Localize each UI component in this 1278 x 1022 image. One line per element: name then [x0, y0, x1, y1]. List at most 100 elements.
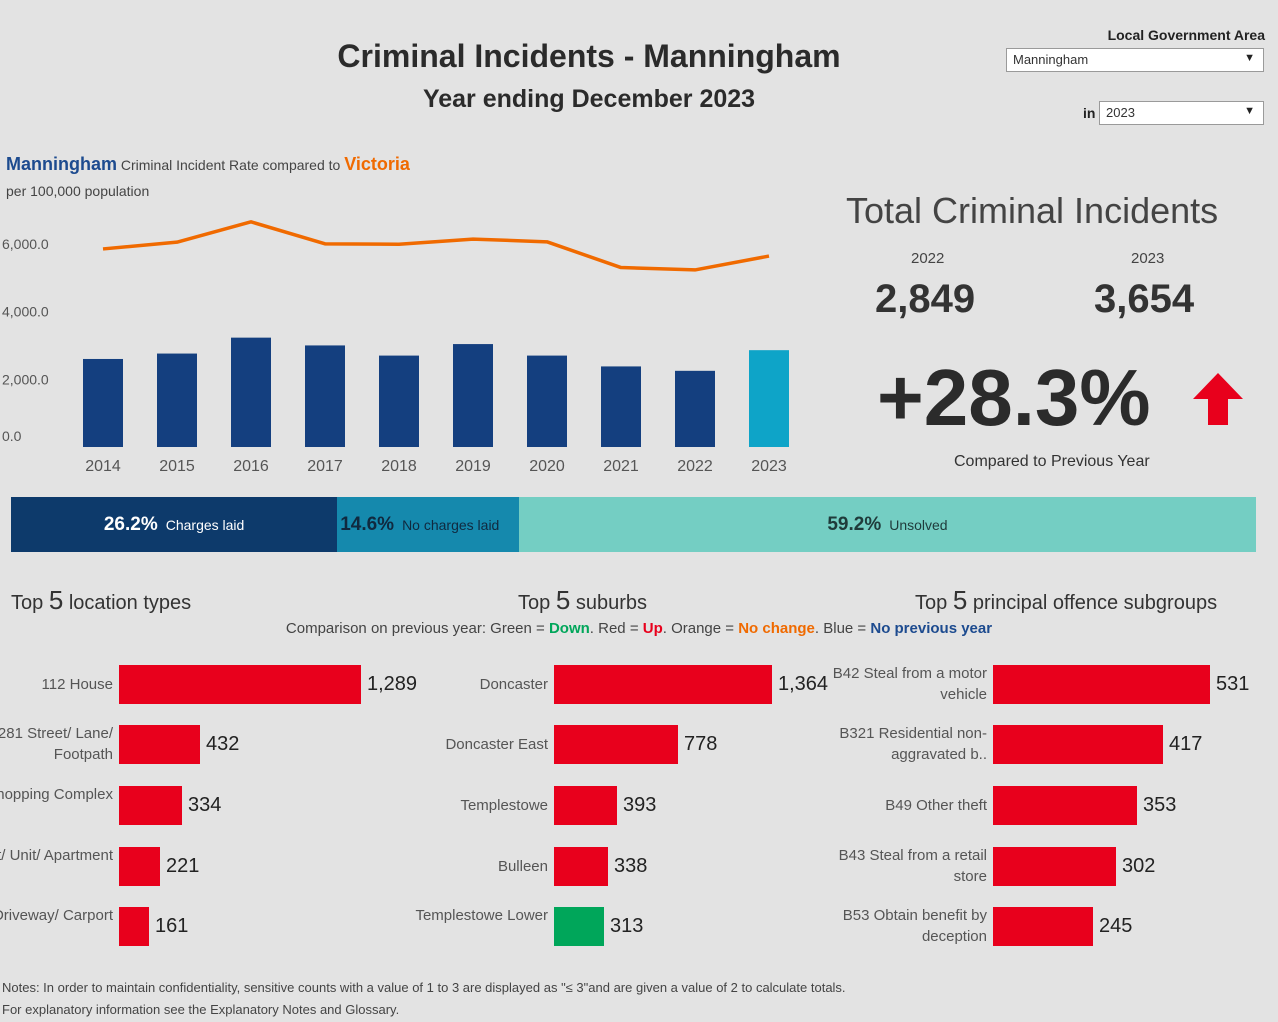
suburb-bar[interactable] [554, 907, 604, 946]
suburb-value: 778 [684, 733, 718, 755]
header-prefix: Top [11, 592, 44, 614]
header-prefix: Top [518, 592, 551, 614]
legend-down: Down [548, 620, 590, 637]
suburb-label: Bulleen [497, 857, 548, 875]
offence-bar[interactable] [993, 847, 1116, 886]
curr-year-total: 3,654 [1094, 277, 1195, 321]
outcome-percent: 26.2% [103, 513, 158, 535]
x-tick-label: 2016 [233, 458, 269, 475]
y-tick-label: 0.0 [2, 428, 22, 444]
suburb-label: Doncaster [479, 675, 548, 693]
rate-bar[interactable] [527, 355, 567, 447]
y-tick-label: 2,000.0 [2, 371, 49, 387]
lga-select-value: Manningham [1013, 52, 1089, 67]
suburb-bar[interactable] [554, 847, 608, 886]
header-suffix: location types [68, 592, 192, 614]
rate-bar[interactable] [601, 366, 641, 447]
page-title: Criminal Incidents - Manningham [337, 38, 841, 74]
y-tick-label: 4,000.0 [2, 304, 49, 320]
location-bar[interactable] [119, 725, 200, 764]
dropdown-arrow-icon: ▼ [1244, 105, 1255, 117]
outcome-percent: 59.2% [827, 513, 882, 535]
suburb-value: 338 [614, 855, 648, 877]
location-label: 138 Driveway/ Carport [0, 907, 113, 924]
dropdown-arrow-icon: ▼ [1244, 52, 1255, 64]
offence-bar[interactable] [993, 725, 1163, 764]
rate-bar[interactable] [379, 355, 419, 447]
total-incidents-title: Total Criminal Incidents [846, 190, 1219, 231]
location-value: 221 [166, 855, 200, 877]
rate-bar[interactable] [749, 350, 789, 447]
page-subtitle: Year ending December 2023 [422, 85, 756, 113]
rate-chart-heading: Manningham Criminal Incident Rate compar… [6, 154, 410, 175]
header-count: 5 [952, 585, 968, 615]
legend-text: . Red = [589, 620, 643, 637]
suburb-bar[interactable] [554, 665, 772, 704]
percent-change: +28.3% [877, 353, 1151, 442]
offence-bar[interactable] [993, 665, 1210, 704]
legend-text: . Blue = [814, 620, 871, 637]
location-bar[interactable] [119, 907, 149, 946]
footnote-explanatory: For explanatory information see the Expl… [2, 1002, 400, 1017]
suburb-value: 393 [623, 794, 657, 816]
rate-bar[interactable] [83, 358, 123, 447]
suburb-label: Templestowe Lower [415, 907, 548, 924]
suburb-label: Doncaster East [445, 735, 548, 753]
rate-heading-middle: Criminal Incident Rate compared to [120, 157, 341, 173]
location-bar[interactable] [119, 786, 182, 825]
rate-bar[interactable] [305, 345, 345, 447]
outcome-percent: 14.6% [340, 513, 395, 535]
x-tick-label: 2022 [677, 458, 713, 475]
location-label: 111 Flat/ Unit/ Apartment [0, 847, 113, 864]
rate-area-name: Manningham [6, 154, 117, 174]
location-value: 1,289 [367, 673, 418, 695]
header-count: 5 [555, 585, 571, 615]
location-label: 281 Street/ Lane/ Footpath [0, 725, 113, 763]
outcome-label: Unsolved [889, 516, 948, 533]
suburb-value: 1,364 [778, 673, 829, 695]
header-prefix: Top [915, 592, 948, 614]
offence-value: 531 [1216, 673, 1250, 695]
suburb-value: 313 [610, 915, 644, 937]
location-bar[interactable] [119, 847, 160, 886]
offence-label: B49 Other theft [885, 796, 987, 814]
prev-year-total: 2,849 [875, 277, 976, 321]
lga-filter-label: Local Government Area [1107, 27, 1265, 43]
offence-bar[interactable] [993, 786, 1137, 825]
location-label: 337 Shopping Complex [0, 786, 113, 803]
outcome-segment[interactable]: 14.6% No charges laid [337, 497, 519, 552]
offence-value: 245 [1099, 915, 1133, 937]
x-tick-label: 2015 [159, 458, 195, 475]
outcome-strip: 26.2% Charges laid 14.6% No charges laid 59.… [11, 497, 1256, 552]
location-bar[interactable] [119, 665, 361, 704]
rate-bar[interactable] [231, 337, 271, 447]
x-tick-label: 2018 [381, 458, 417, 475]
offence-label: B43 Steal from a retail store [838, 847, 987, 885]
footnotes: Notes: In order to maintain confidential… [2, 977, 846, 1021]
rate-bar[interactable] [157, 353, 197, 447]
outcome-segment[interactable]: 26.2% Charges laid [11, 497, 338, 552]
offence-label: B321 Residential non-aggravated b.. [839, 725, 987, 763]
outcome-label: Charges laid [165, 516, 245, 533]
rate-bar[interactable] [675, 370, 715, 447]
header-suffix: suburbs [575, 592, 647, 614]
y-tick-label: 6,000.0 [2, 236, 49, 252]
suburb-bar[interactable] [554, 725, 678, 764]
legend-up: Up [642, 620, 663, 637]
suburb-bar[interactable] [554, 786, 617, 825]
header-suffix: principal offence subgroups [972, 592, 1218, 614]
location-value: 334 [188, 794, 222, 816]
comparison-legend: Comparison on previous year: Green = Dow… [0, 620, 1278, 637]
offence-bar[interactable] [993, 907, 1093, 946]
outcome-segment[interactable]: 59.2% Unsolved [518, 497, 1256, 552]
footnote-confidentiality: Notes: In order to maintain confidential… [2, 980, 846, 995]
x-tick-label: 2017 [307, 458, 343, 475]
year-select[interactable]: 2023 ▼ [1099, 101, 1264, 125]
rate-bar[interactable] [453, 344, 493, 447]
suburbs-header: Top 5 suburbs [518, 585, 647, 616]
offence-value: 353 [1143, 794, 1177, 816]
x-tick-label: 2014 [85, 458, 121, 475]
lga-select[interactable]: Manningham ▼ [1006, 48, 1264, 72]
offences-header: Top 5 principal offence subgroups [915, 585, 1217, 616]
x-tick-label: 2023 [751, 458, 787, 475]
